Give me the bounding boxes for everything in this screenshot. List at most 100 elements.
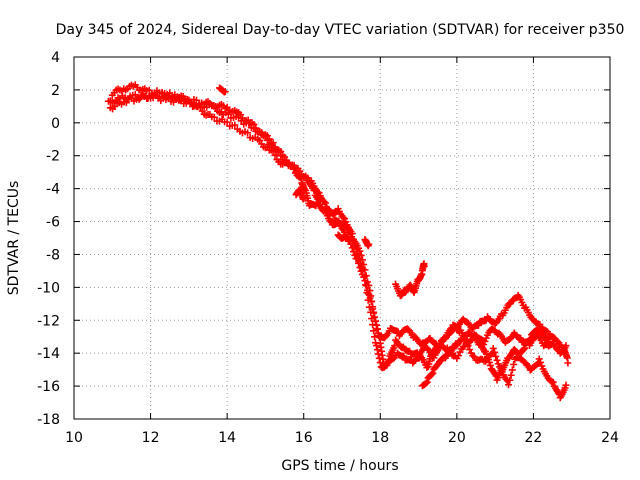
data-point xyxy=(244,129,252,137)
y-tick-label: -16 xyxy=(37,379,60,395)
data-point xyxy=(371,333,379,341)
data-point xyxy=(321,206,329,214)
x-tick-labels: 10 12 14 16 18 20 22 24 xyxy=(65,430,619,446)
data-point xyxy=(351,251,359,259)
chart-title: Day 345 of 2024, Sidereal Day-to-day VTE… xyxy=(56,22,625,38)
data-point xyxy=(422,379,430,387)
y-tick-label: 4 xyxy=(51,50,60,66)
data-point xyxy=(423,378,431,386)
data-point xyxy=(364,296,372,304)
data-point xyxy=(454,352,462,360)
data-point xyxy=(370,327,378,335)
data-point xyxy=(365,303,373,311)
data-point xyxy=(507,371,515,379)
data-point xyxy=(545,342,553,350)
data-point xyxy=(231,121,239,129)
data-point xyxy=(221,88,229,96)
data-point xyxy=(527,335,535,343)
data-point xyxy=(475,321,483,329)
data-point xyxy=(549,378,557,386)
data-point xyxy=(368,297,376,305)
x-tick-label: 12 xyxy=(142,430,160,446)
data-point xyxy=(111,102,119,110)
y-axis-label: SDTVAR / TECUs xyxy=(6,181,22,296)
data-point xyxy=(365,240,373,248)
y-tick-label: -8 xyxy=(46,247,60,263)
data-point xyxy=(321,199,329,207)
data-point xyxy=(367,308,375,316)
data-point xyxy=(491,348,499,356)
data-point xyxy=(296,167,304,175)
y-tick-label: -14 xyxy=(37,346,60,362)
data-point xyxy=(353,246,361,254)
x-tick-label: 18 xyxy=(371,430,389,446)
series-trace-c xyxy=(106,89,570,402)
series-trace-e xyxy=(215,84,428,300)
data-point xyxy=(342,234,350,242)
data-point xyxy=(269,148,277,156)
data-point xyxy=(359,265,367,273)
data-point xyxy=(360,273,368,281)
x-axis-label: GPS time / hours xyxy=(281,458,398,474)
data-point xyxy=(526,336,534,344)
data-point xyxy=(355,254,363,262)
data-point xyxy=(342,222,350,230)
data-point xyxy=(508,366,516,374)
data-markers xyxy=(104,81,572,402)
data-point xyxy=(358,264,366,272)
data-point xyxy=(332,208,340,216)
y-tick-label: -18 xyxy=(37,412,60,428)
data-point xyxy=(290,165,298,173)
data-point xyxy=(374,350,382,358)
x-tick-label: 14 xyxy=(218,430,236,446)
data-point xyxy=(349,236,357,244)
y-tick-label: -10 xyxy=(37,280,60,296)
data-point xyxy=(354,250,362,258)
data-point xyxy=(358,256,366,264)
data-point xyxy=(486,361,494,369)
data-point xyxy=(269,139,277,147)
data-point xyxy=(351,242,359,250)
data-point xyxy=(544,337,552,345)
data-point xyxy=(420,262,428,270)
data-point xyxy=(348,233,356,241)
data-point xyxy=(400,352,408,360)
data-point xyxy=(506,376,514,384)
data-point xyxy=(375,354,383,362)
data-point xyxy=(506,335,514,343)
data-point xyxy=(250,120,258,128)
data-point xyxy=(296,174,304,182)
x-tick-label: 20 xyxy=(448,430,466,446)
data-point xyxy=(536,358,544,366)
x-tick-label: 10 xyxy=(65,430,83,446)
data-point xyxy=(374,329,382,337)
data-point xyxy=(466,346,474,354)
data-point xyxy=(223,118,231,126)
y-tick-label: -4 xyxy=(46,182,60,198)
data-point xyxy=(423,364,431,372)
data-point xyxy=(533,361,541,369)
series-trace-d xyxy=(418,325,553,390)
data-point xyxy=(517,334,525,342)
data-point xyxy=(363,289,371,297)
data-point xyxy=(372,317,379,325)
data-point xyxy=(369,321,377,329)
y-tick-label: -6 xyxy=(46,215,60,231)
data-point xyxy=(357,259,365,267)
data-point xyxy=(562,381,570,389)
data-point xyxy=(535,355,543,363)
data-point xyxy=(493,356,501,364)
plot-frame xyxy=(73,56,611,420)
data-point xyxy=(265,135,273,143)
y-tick-label: 2 xyxy=(51,83,60,99)
axis-ticks xyxy=(73,56,611,420)
data-point xyxy=(510,360,518,368)
data-point xyxy=(429,369,437,377)
data-point xyxy=(193,96,201,104)
data-point xyxy=(135,95,143,103)
data-point xyxy=(184,95,192,103)
data-point xyxy=(122,99,130,107)
data-point xyxy=(428,370,436,378)
data-point xyxy=(368,315,376,323)
